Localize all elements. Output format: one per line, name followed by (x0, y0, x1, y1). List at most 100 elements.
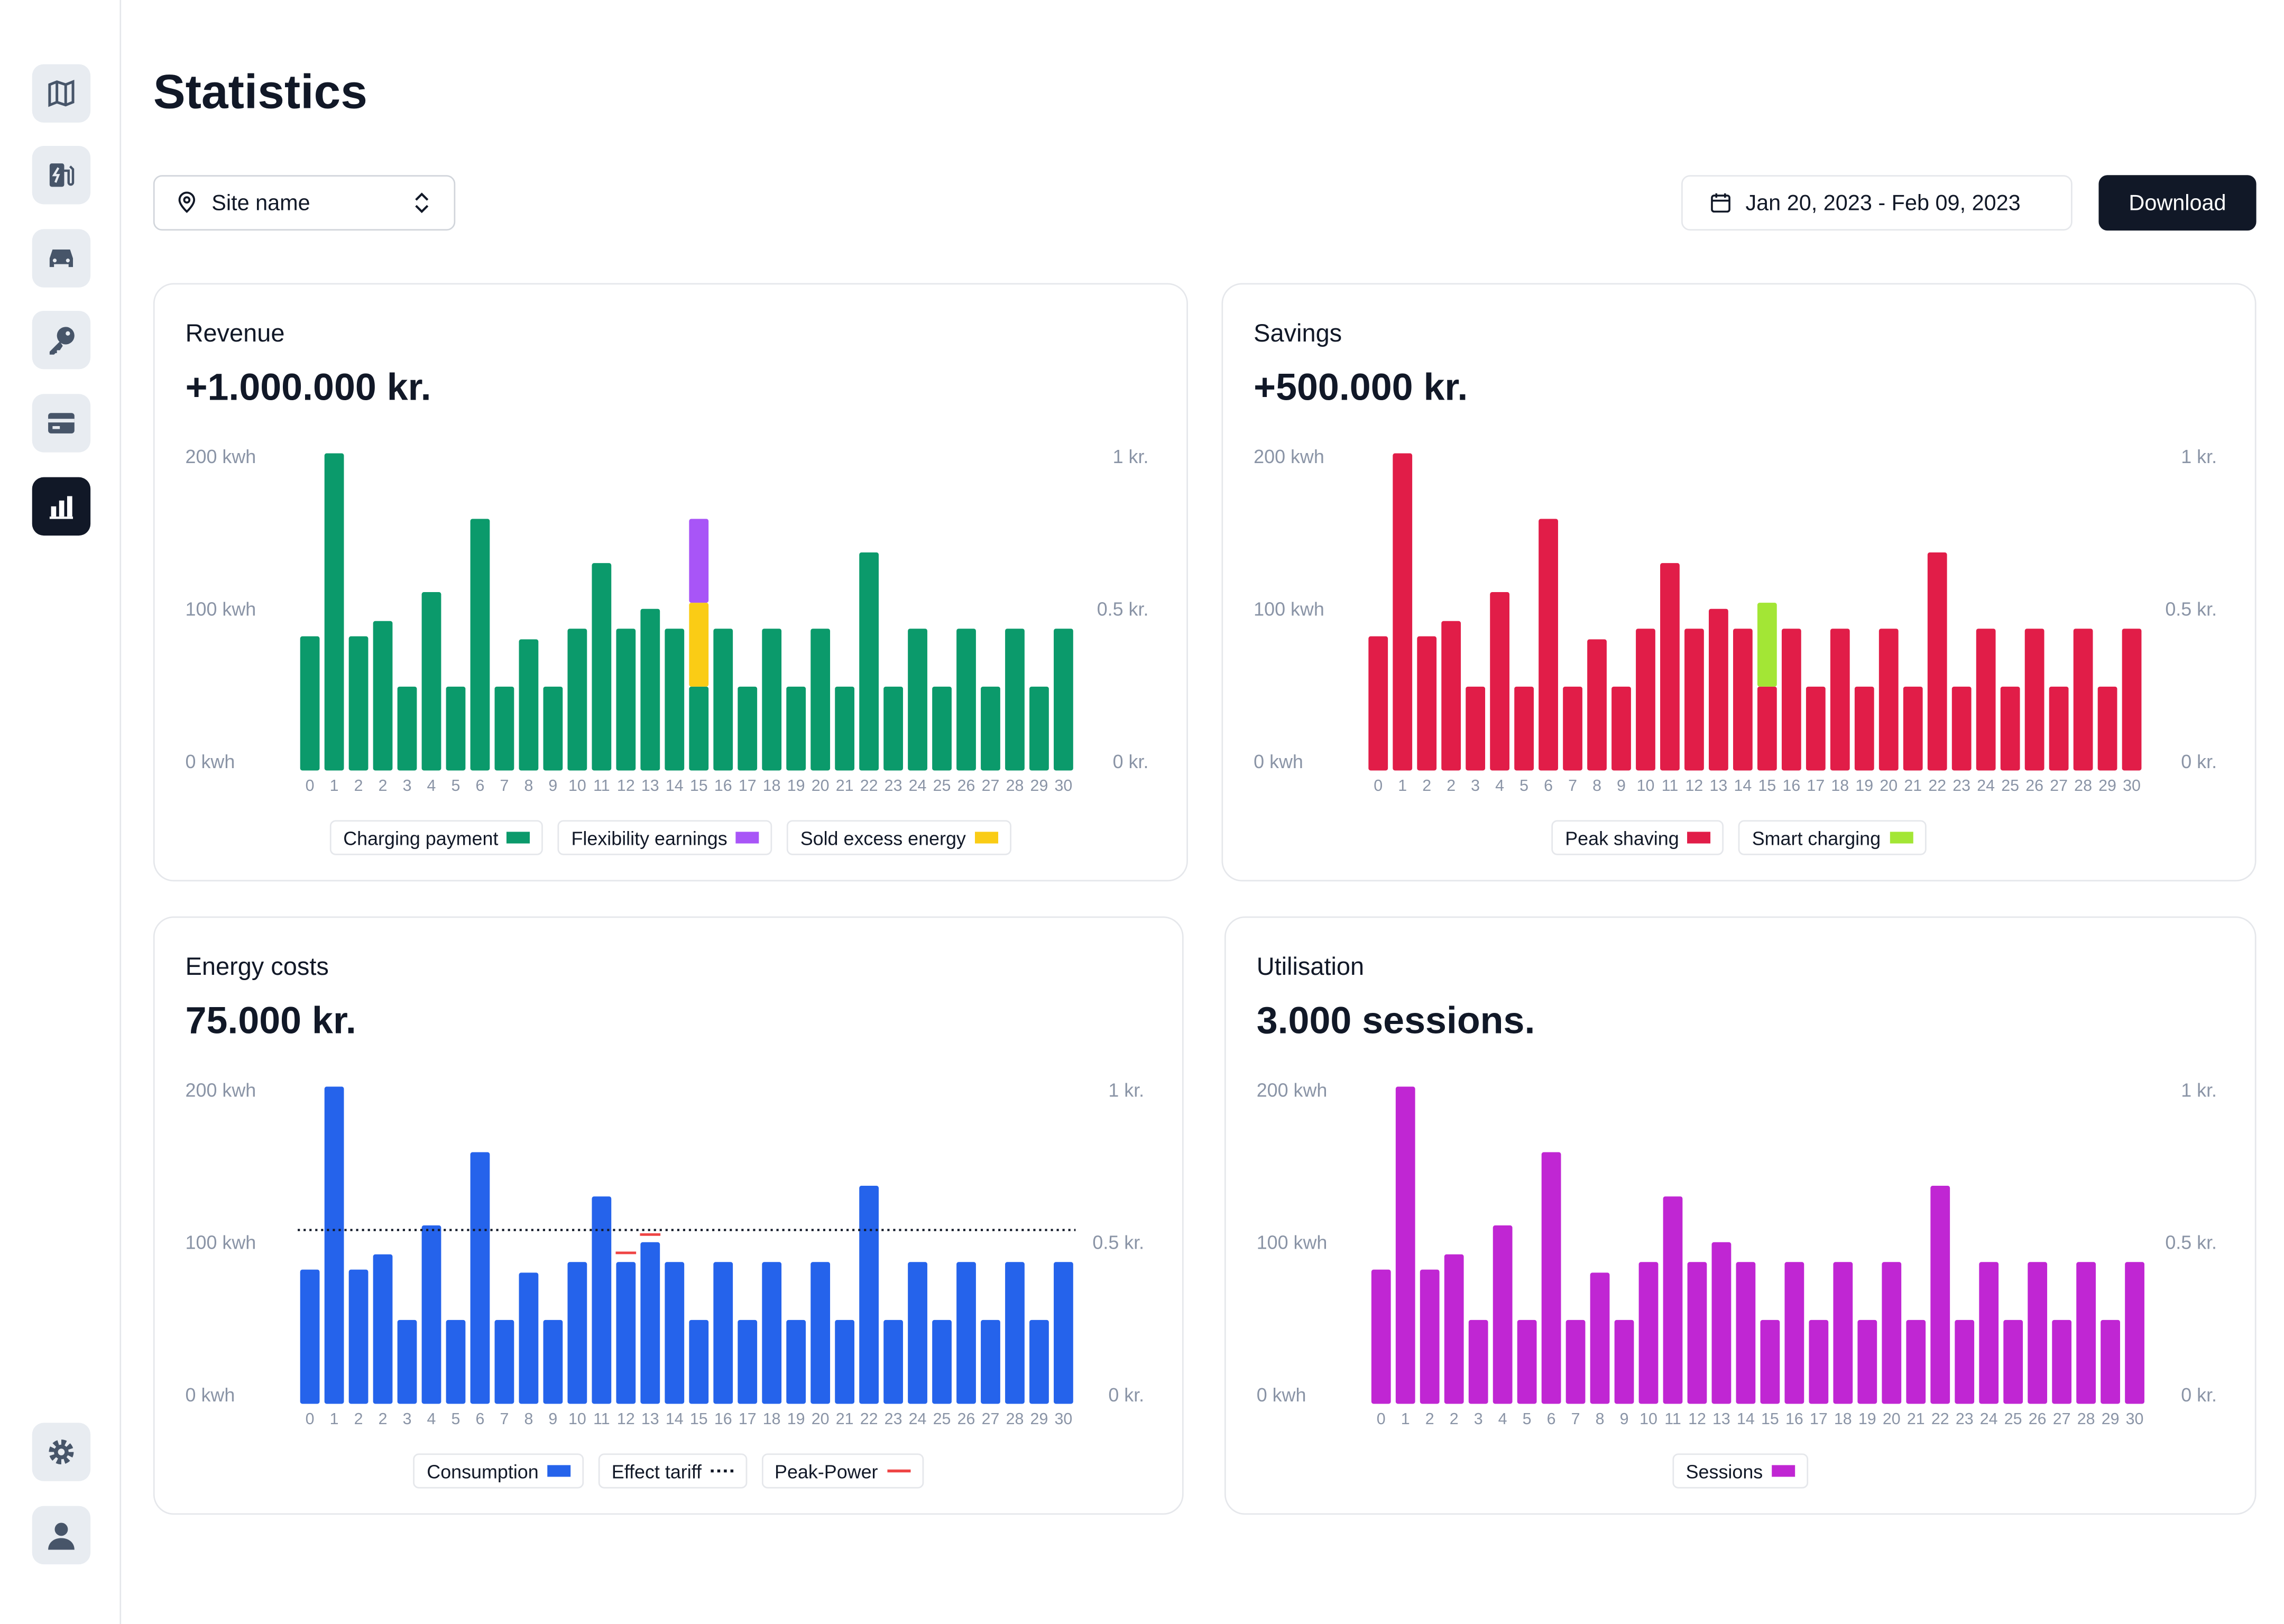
bar (811, 1262, 831, 1404)
download-label: Download (2129, 190, 2226, 216)
bar (1760, 1320, 1780, 1404)
legend: Charging payment Flexibility earnings Sold… (155, 820, 1187, 855)
x-tick-label: 22 (1931, 1410, 1949, 1428)
x-tick-label: 21 (836, 1410, 854, 1428)
date-range[interactable]: Jan 20, 2023 - Feb 09, 2023 (1681, 175, 2073, 231)
bar (2073, 629, 2093, 771)
legend-item: Flexibility earnings (558, 820, 773, 855)
bar (762, 629, 782, 771)
nav-payments[interactable] (32, 394, 91, 453)
bar (956, 629, 976, 771)
x-tick-label: 2 (1447, 777, 1456, 795)
y2-tick-label: 0.5 kr. (1097, 599, 1149, 620)
card-title: Utilisation (1256, 953, 1365, 981)
site-selector[interactable]: Site name (153, 175, 456, 231)
x-tick-label: 16 (1782, 777, 1800, 795)
bar (1784, 1262, 1804, 1404)
y-tick-label: 100 kwh (186, 1232, 256, 1253)
nav-vehicles[interactable] (32, 229, 91, 288)
x-tick-label: 21 (836, 777, 854, 795)
nav-settings[interactable] (32, 1423, 91, 1481)
x-tick-label: 29 (2102, 1410, 2120, 1428)
x-tick-label: 30 (2126, 1410, 2144, 1428)
legend-swatch (1771, 1465, 1795, 1477)
x-tick-label: 29 (1030, 1410, 1048, 1428)
bar (421, 592, 441, 771)
x-tick-label: 1 (1398, 777, 1407, 795)
nav-charger[interactable] (32, 146, 91, 205)
x-tick-label: 17 (1810, 1410, 1828, 1428)
nav-profile[interactable] (32, 1506, 91, 1565)
bar (1490, 592, 1510, 771)
x-tick-label: 6 (1547, 1410, 1556, 1428)
bar (1395, 1086, 1415, 1404)
download-button[interactable]: Download (2098, 175, 2257, 231)
bar (519, 639, 539, 771)
site-selector-label: Site name (211, 190, 310, 216)
bar (616, 629, 636, 771)
bar (616, 1262, 636, 1404)
legend-swatch (710, 1469, 734, 1473)
x-tick-label: 25 (933, 1410, 951, 1428)
x-tick-label: 21 (1907, 1410, 1925, 1428)
bar (859, 552, 879, 771)
x-tick-label: 6 (1544, 777, 1553, 795)
x-tick-label: 9 (1617, 777, 1626, 795)
x-tick-label: 22 (860, 777, 878, 795)
x-tick-label: 23 (1956, 1410, 1974, 1428)
x-tick-label: 15 (1758, 777, 1776, 795)
legend-item: Charging payment (330, 820, 544, 855)
x-tick-label: 18 (763, 1410, 781, 1428)
bar (1687, 1262, 1707, 1404)
bar (373, 621, 393, 771)
legend-label: Flexibility earnings (571, 826, 727, 849)
bar (956, 1262, 976, 1404)
swatch-box (736, 832, 760, 844)
x-tick-label: 2 (379, 1410, 388, 1428)
x-tick-label: 25 (2001, 777, 2019, 795)
x-tick-label: 27 (982, 1410, 1000, 1428)
bar (2049, 686, 2069, 771)
nav-keys[interactable] (32, 310, 91, 370)
x-tick-label: 2 (1450, 1410, 1459, 1428)
bar (1611, 686, 1631, 771)
x-tick-label: 16 (714, 1410, 732, 1428)
chevrons (415, 192, 429, 214)
bar (1054, 629, 1073, 771)
bar (2052, 1320, 2072, 1404)
bar (2097, 686, 2117, 771)
x-tick-label: 2 (1425, 1410, 1434, 1428)
bar (1638, 1262, 1659, 1404)
bar (1590, 1272, 1610, 1404)
x-tick-label: 3 (403, 777, 412, 795)
bar (397, 1320, 417, 1404)
bar (300, 636, 320, 771)
legend-label: Charging payment (343, 826, 499, 849)
bar (1781, 629, 1801, 771)
bar (1636, 629, 1655, 771)
nav-map[interactable] (32, 64, 91, 123)
x-tick-label: 4 (1495, 777, 1504, 795)
nav-statistics[interactable] (32, 477, 91, 536)
pin-icon (178, 191, 196, 213)
legend-label: Sessions (1686, 1460, 1763, 1482)
bar (2076, 1262, 2096, 1404)
bar (1466, 686, 1486, 771)
x-tick-label: 12 (1688, 1410, 1706, 1428)
y-tick-label: 0 kwh (1254, 751, 1303, 772)
bar (1029, 1320, 1049, 1404)
bar (470, 519, 490, 771)
x-tick-label: 5 (452, 1410, 461, 1428)
bar (1371, 1269, 1391, 1404)
bar (348, 636, 369, 771)
legend-label: Peak shaving (1565, 826, 1679, 849)
bar (1757, 603, 1777, 687)
bar (1857, 1320, 1877, 1404)
bar (1368, 636, 1388, 771)
bar (397, 686, 417, 771)
bar (859, 1186, 879, 1404)
legend-swatch (736, 832, 760, 844)
x-tick-label: 10 (568, 1410, 586, 1428)
legend: Sessions (1226, 1453, 2255, 1489)
